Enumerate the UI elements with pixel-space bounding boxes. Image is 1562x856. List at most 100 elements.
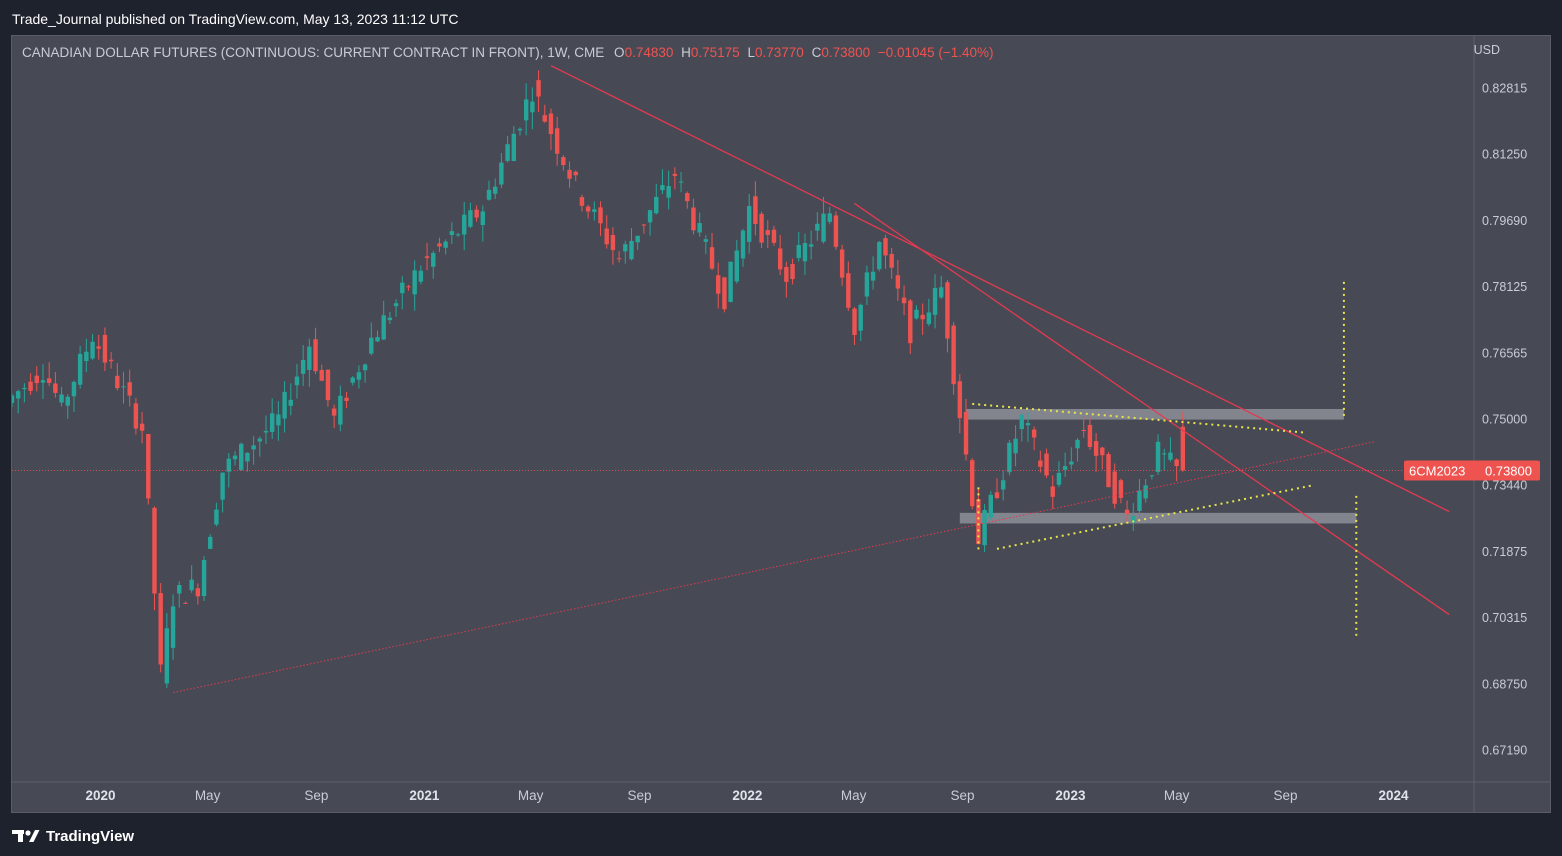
candle-body [790,264,795,280]
candle-body [462,214,467,235]
candle-body [146,434,151,499]
candle-body [269,413,275,432]
candle-111 [697,212,702,237]
candle-96 [604,215,609,249]
close-key: C [811,45,822,60]
time-tick-label: 2023 [1055,788,1086,803]
candle-10 [71,380,77,412]
candle-body [201,559,207,596]
candle-body [263,430,269,433]
candle-143 [895,259,901,301]
candle-body [1112,471,1117,504]
candle-body [164,628,170,684]
candle-61 [387,311,393,325]
candle-body [654,196,659,214]
candle-body [239,443,244,470]
candle-body [641,224,647,226]
candle-body [604,228,609,245]
candle-127 [796,232,801,262]
candle-body [1162,453,1167,455]
candle-body [870,271,876,281]
candle-body [486,189,492,200]
open-value: 0.74830 [624,45,674,60]
candle-95 [598,201,603,236]
candle-body [703,239,709,242]
last-price-badge-bg [1404,460,1540,481]
candle-76 [480,205,486,242]
candle-body [908,300,913,344]
change-value: −0.01045 (−1.40%) [877,45,994,60]
candle-body [493,186,498,194]
candle-163 [1019,413,1024,442]
candle-29 [189,565,194,593]
candle-73 [462,201,467,251]
candle-body [431,252,436,267]
price-chart[interactable]: 0.843750.828150.812500.796900.781250.765… [12,36,1550,812]
price-tick-label: 0.76565 [1482,346,1527,360]
candle-body [895,275,901,289]
candle-body [1013,438,1018,454]
time-tick-label: Sep [304,788,328,803]
candles-layer [12,70,1186,688]
candle-body [697,223,702,233]
price-tick-label: 0.71875 [1482,545,1527,559]
candle-body [889,253,894,268]
candle-body [647,210,653,223]
time-tick-label: Sep [1273,788,1297,803]
candle-body [34,375,39,384]
candle-body [530,101,535,113]
candle-114 [716,262,721,309]
candle-188 [1174,458,1179,482]
candle-body [753,196,758,224]
candle-body [189,579,194,591]
candle-47 [300,345,306,387]
candle-151 [945,280,950,353]
candle-body [678,181,684,183]
candle-body [319,370,324,381]
candle-body [121,386,126,388]
candle-145 [908,298,913,354]
candle-32 [208,534,213,549]
candle-9 [65,394,70,419]
candle-90 [567,161,572,188]
candle-16 [108,352,114,369]
candle-4 [34,366,39,392]
candle-body [127,382,132,396]
chart-panel[interactable]: 0.843750.828150.812500.796900.781250.765… [11,35,1551,813]
candle-body [393,303,399,307]
candle-40 [257,436,262,457]
candle-body [276,414,281,426]
candle-65 [412,260,417,311]
candle-body [505,144,510,161]
candle-body [115,375,120,389]
candle-12 [84,338,89,373]
tradingview-logo-icon [12,830,40,842]
candle-42 [269,398,275,440]
time-tick-label: May [841,788,867,803]
candle-103 [647,209,653,236]
candle-body [245,452,250,462]
candle-148 [926,298,932,327]
candle-body [709,247,715,269]
candle-body [523,99,529,121]
candle-body [77,353,83,385]
candle-88 [554,116,560,166]
time-tick-label: 2020 [85,788,115,803]
candle-17 [115,363,120,391]
price-tick-label: 0.79690 [1482,214,1527,228]
candle-63 [400,276,405,310]
candle-body [84,351,89,362]
candle-body [424,256,430,259]
candle-180 [1124,500,1130,523]
candle-body [220,472,225,500]
candle-100 [629,228,634,261]
candle-6 [46,362,52,387]
candle-body [740,230,746,259]
top-bar: Trade_Journal published on TradingView.c… [0,0,1562,36]
candle-68 [431,250,436,279]
candle-26 [170,594,176,660]
candle-74 [468,202,473,229]
candle-body [722,277,727,310]
candle-104 [654,183,659,215]
candle-146 [914,305,919,320]
